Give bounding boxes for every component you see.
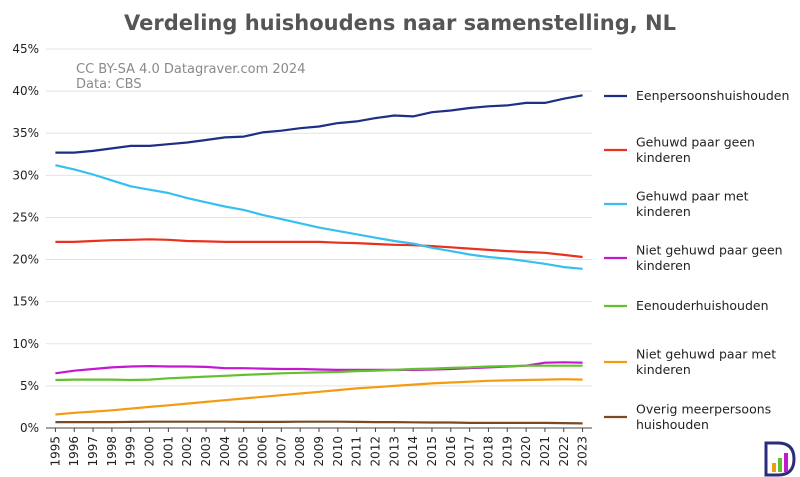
series-line-6 [55, 420, 583, 425]
legend-label: Eenpersoonshuishouden [636, 88, 789, 103]
legend-label: Eenouderhuishouden [636, 298, 769, 313]
x-tick-label: 2000 [143, 436, 157, 467]
legend-label: Niet gehuwd paar geen [636, 243, 783, 258]
x-tick-label: 2002 [180, 436, 194, 467]
x-tick-label: 1999 [124, 436, 138, 467]
legend-label: kinderen [636, 258, 691, 273]
y-tick-label: 40% [12, 84, 39, 98]
y-tick-label: 5% [20, 379, 39, 393]
license-note: CC BY-SA 4.0 Datagraver.com 2024 [76, 62, 305, 77]
x-tick-label: 1995 [48, 436, 62, 467]
x-tick-label: 2010 [331, 436, 345, 467]
series-line-1 [55, 238, 583, 259]
x-tick-label: 2023 [576, 436, 590, 467]
x-tick-label: 2020 [519, 436, 533, 467]
grid-lines [46, 48, 592, 387]
series-lines [55, 94, 583, 425]
legend-label: Overig meerpersoons [636, 402, 771, 417]
x-tick-label: 1996 [67, 436, 81, 467]
y-tick-label: 45% [12, 42, 39, 56]
y-tick-label: 0% [20, 421, 39, 435]
datagraver-logo [764, 441, 796, 477]
y-tick-label: 35% [12, 126, 39, 140]
x-tick-label: 2018 [481, 436, 495, 467]
legend-label: kinderen [636, 362, 691, 377]
x-tick-label: 2021 [538, 436, 552, 467]
series-line-5 [55, 378, 583, 416]
x-tick-label: 2022 [557, 436, 571, 467]
x-tick-label: 2005 [237, 436, 251, 467]
x-tick-label: 2009 [312, 436, 326, 467]
x-tick-label: 2006 [256, 436, 270, 467]
x-tick-labels: 1995 1996 1997 1998 1999 2000 2001 2002 2003 2004… [48, 428, 590, 467]
series-line-4 [55, 364, 583, 382]
legend-label: Gehuwd paar geen [636, 135, 755, 150]
x-tick-label: 2004 [218, 436, 232, 467]
legend-label: kinderen [636, 150, 691, 165]
legend-label: kinderen [636, 204, 691, 219]
y-tick-label: 15% [12, 295, 39, 309]
x-tick-label: 2003 [199, 436, 213, 467]
chart-title: Verdeling huishoudens naar samenstelling… [124, 11, 676, 35]
x-tick-label: 2001 [161, 436, 175, 467]
x-tick-label: 2011 [350, 436, 364, 467]
x-tick-label: 2017 [463, 436, 477, 467]
y-tick-label: 20% [12, 253, 39, 267]
data-source-note: Data: CBS [76, 77, 142, 92]
y-tick-label: 30% [12, 168, 39, 182]
x-tick-label: 2007 [274, 436, 288, 467]
x-tick-label: 1998 [105, 436, 119, 467]
y-tick-label: 10% [12, 337, 39, 351]
x-tick-label: 2014 [406, 436, 420, 467]
x-tick-label: 1997 [86, 436, 100, 467]
x-tick-label: 2015 [425, 436, 439, 467]
y-tick-label: 25% [12, 210, 39, 224]
series-line-2 [55, 164, 583, 270]
x-tick-label: 2013 [387, 436, 401, 467]
y-tick-labels: 0% 5% 10% 15% 20% 25% 30% 35% 40% 45% [12, 42, 39, 435]
legend-item-4: Eenouderhuishouden [604, 298, 769, 313]
x-tick-label: 2012 [368, 436, 382, 467]
x-tick-label: 2019 [500, 436, 514, 467]
series-line-0 [55, 94, 583, 154]
legend-label: huishouden [636, 417, 709, 432]
legend-label: Gehuwd paar met [636, 189, 749, 204]
x-tick-label: 2008 [293, 436, 307, 467]
legend-item-0: Eenpersoonshuishouden [604, 88, 789, 103]
x-tick-label: 2016 [444, 436, 458, 467]
legend-label: Niet gehuwd paar met [636, 347, 776, 362]
